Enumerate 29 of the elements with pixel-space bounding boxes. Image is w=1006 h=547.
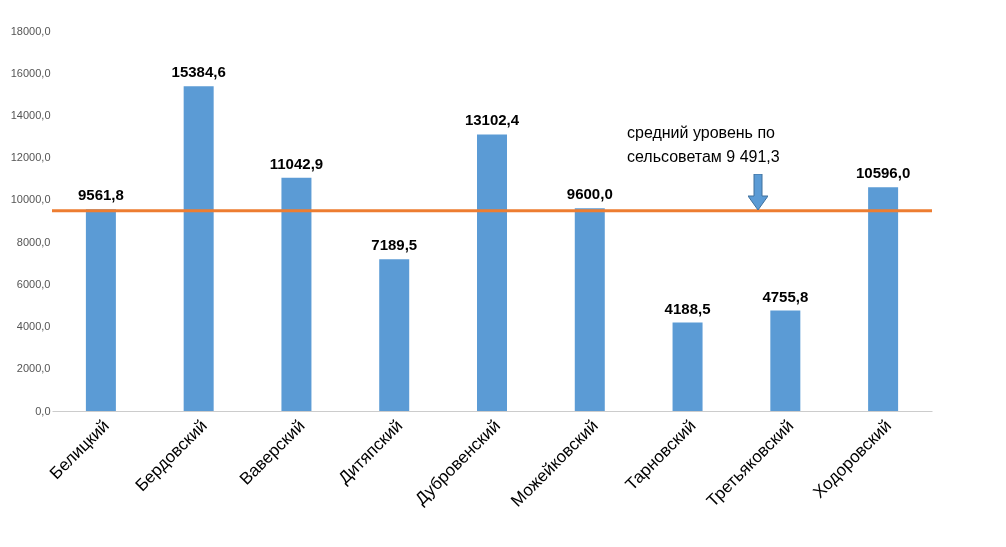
y-tick-label: 8000,0 — [16, 235, 51, 248]
bar — [183, 86, 214, 411]
data-label: 11042,9 — [269, 154, 324, 172]
y-tick-label: 18000,0 — [10, 24, 51, 37]
data-label: 10596,0 — [855, 164, 911, 182]
bar — [574, 208, 605, 411]
bar — [868, 187, 899, 411]
y-tick-label: 12000,0 — [10, 151, 51, 164]
data-label: 15384,6 — [171, 63, 226, 81]
y-tick-label: 10000,0 — [10, 193, 51, 206]
data-label: 4755,8 — [762, 287, 809, 305]
bar — [770, 310, 801, 411]
y-tick-label: 6000,0 — [16, 277, 51, 290]
y-tick-label: 0,0 — [35, 404, 51, 417]
data-label: 13102,4 — [464, 111, 520, 129]
y-tick-label: 4000,0 — [16, 320, 51, 333]
y-tick-label: 16000,0 — [10, 66, 51, 79]
data-label: 4188,5 — [664, 299, 711, 317]
data-label: 9600,0 — [566, 185, 613, 203]
bar — [672, 322, 703, 411]
y-tick-label: 2000,0 — [16, 362, 51, 375]
ref-line-label: средний уровень по сельсоветам 9 491,3 — [627, 123, 780, 165]
bar — [281, 177, 312, 411]
bar — [85, 209, 116, 411]
y-tick-label: 14000,0 — [10, 108, 51, 121]
data-label: 7189,5 — [371, 236, 418, 254]
bar — [379, 259, 410, 411]
bar — [477, 134, 507, 411]
data-label: 9561,8 — [77, 186, 124, 204]
